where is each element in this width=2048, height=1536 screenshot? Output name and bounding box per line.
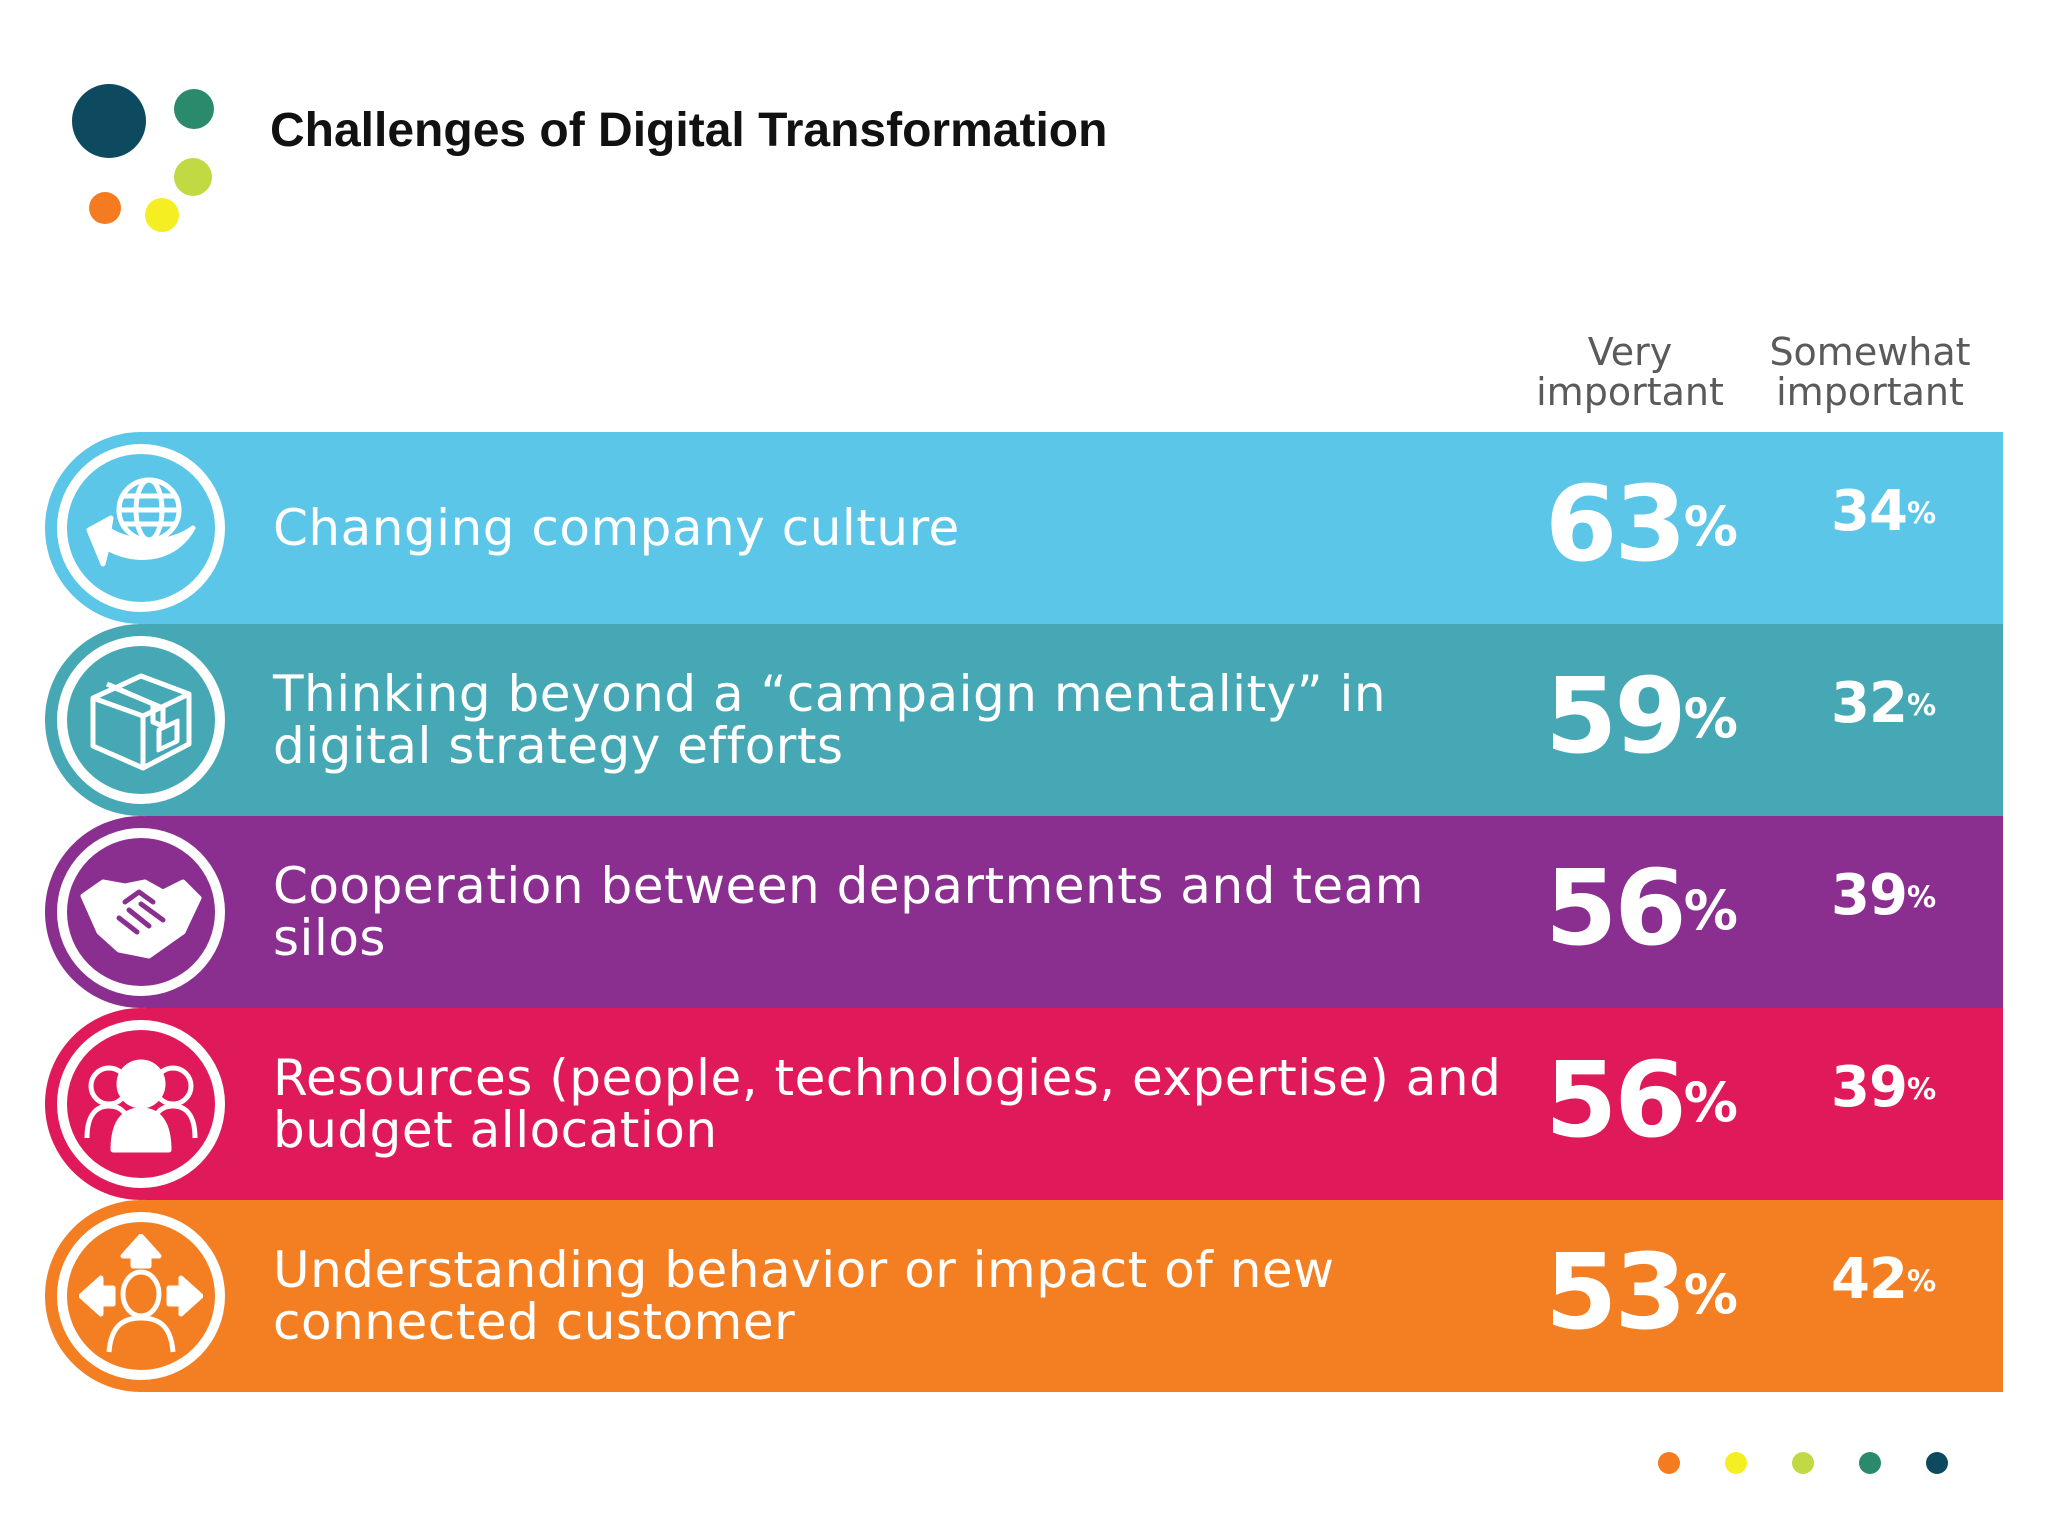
percent-sign: % (1906, 880, 1937, 915)
row-icon-badge (45, 1008, 237, 1200)
row-icon-ring (57, 636, 225, 804)
row-icon-badge (45, 624, 237, 816)
percent-sign: % (1683, 494, 1738, 558)
col-header-very-line2: important (1536, 370, 1724, 414)
somewhat-important-number: 42 (1831, 1247, 1908, 1312)
row-label: Understanding behavior or impact of new … (273, 1241, 1335, 1351)
percent-sign: % (1683, 686, 1738, 750)
somewhat-important-value: 32% (1831, 674, 1991, 734)
slide-nav-dot[interactable] (1926, 1452, 1948, 1474)
somewhat-important-number: 34 (1831, 479, 1908, 544)
col-header-very-line1: Very (1587, 330, 1673, 374)
very-important-value: 59% (1545, 664, 1745, 768)
percent-sign: % (1683, 878, 1738, 942)
row-band (145, 624, 2003, 816)
slide-nav-dot[interactable] (1792, 1452, 1814, 1474)
person-arrows-icon (67, 1222, 215, 1370)
percent-sign: % (1683, 1262, 1738, 1326)
percent-sign: % (1906, 1264, 1937, 1299)
percent-sign: % (1906, 496, 1937, 531)
row-icon-badge (45, 432, 237, 624)
row-icon-badge (45, 816, 237, 1008)
very-important-value: 63% (1545, 472, 1745, 576)
table-row: Resources (people, technologies, experti… (45, 1008, 2003, 1200)
somewhat-important-value: 42% (1831, 1250, 1991, 1310)
row-label: Thinking beyond a “campaign mentality” i… (273, 665, 1387, 775)
very-important-value: 56% (1545, 1048, 1745, 1152)
very-important-number: 63 (1545, 463, 1687, 585)
somewhat-important-number: 39 (1831, 863, 1908, 928)
logo-dot-teal (174, 89, 214, 129)
row-band (145, 1008, 2003, 1200)
percent-sign: % (1906, 1072, 1937, 1107)
very-important-number: 56 (1545, 847, 1687, 969)
table-row: Understanding behavior or impact of new … (45, 1200, 2003, 1392)
very-important-value: 53% (1545, 1240, 1745, 1344)
col-header-somewhat-important: Somewhat important (1755, 332, 1985, 412)
table-row: Changing company culture 63% 34% (45, 432, 2003, 624)
box-icon (67, 646, 215, 794)
row-icon-badge (45, 1200, 237, 1392)
row-band (145, 1200, 2003, 1392)
row-icon-ring (57, 1212, 225, 1380)
col-header-somewhat-line2: important (1776, 370, 1964, 414)
very-important-number: 56 (1545, 1039, 1687, 1161)
very-important-number: 59 (1545, 655, 1687, 777)
handshake-icon (67, 838, 215, 986)
logo-dot-lime (174, 158, 212, 196)
logo-dot-orange (89, 192, 121, 224)
row-label: Resources (people, technologies, experti… (273, 1049, 1502, 1159)
globe-arrow-icon (67, 454, 215, 602)
col-header-somewhat-line1: Somewhat (1769, 330, 1971, 374)
chart-title: Challenges of Digital Transformation (270, 104, 1108, 157)
row-label: Cooperation between departments and team… (273, 857, 1424, 967)
people-group-icon (67, 1030, 215, 1178)
slide-nav-dot[interactable] (1859, 1452, 1881, 1474)
logo-dot-yellow (145, 198, 179, 232)
table-row: Thinking beyond a “campaign mentality” i… (45, 624, 2003, 816)
percent-sign: % (1906, 688, 1937, 723)
very-important-number: 53 (1545, 1231, 1687, 1353)
row-icon-ring (57, 444, 225, 612)
very-important-value: 56% (1545, 856, 1745, 960)
slide-nav-dot[interactable] (1658, 1452, 1680, 1474)
row-icon-ring (57, 828, 225, 996)
col-header-very-important: Very important (1530, 332, 1730, 412)
row-band (145, 816, 2003, 1008)
somewhat-important-value: 34% (1831, 482, 1991, 542)
slide-nav-dot[interactable] (1725, 1452, 1747, 1474)
somewhat-important-value: 39% (1831, 1058, 1991, 1118)
somewhat-important-value: 39% (1831, 866, 1991, 926)
row-band (145, 432, 2003, 624)
logo-dot-dark (72, 84, 146, 158)
row-label: Changing company culture (273, 499, 960, 557)
percent-sign: % (1683, 1070, 1738, 1134)
table-row: Cooperation between departments and team… (45, 816, 2003, 1008)
row-icon-ring (57, 1020, 225, 1188)
somewhat-important-number: 39 (1831, 1055, 1908, 1120)
somewhat-important-number: 32 (1831, 671, 1908, 736)
